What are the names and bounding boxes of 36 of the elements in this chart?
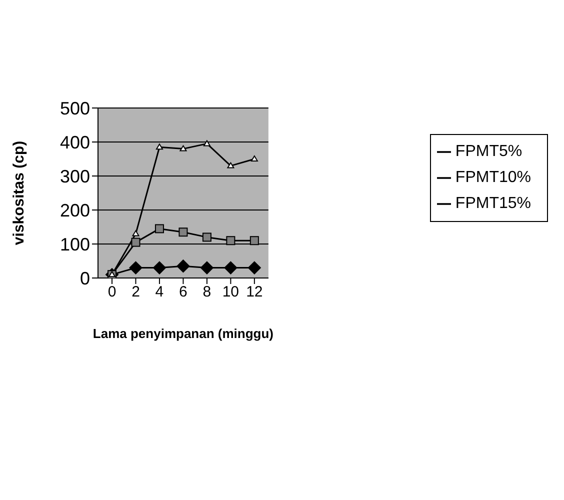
x-tick-label: 2 <box>132 284 140 301</box>
point <box>226 236 236 246</box>
point <box>227 162 234 168</box>
y-tick-label: 200 <box>60 200 90 220</box>
point <box>131 238 140 247</box>
legend-label: FPMT5% <box>455 143 522 160</box>
y-tick-label: 400 <box>60 132 90 152</box>
legend-label: FPMT15% <box>455 195 531 212</box>
point <box>224 261 238 274</box>
point <box>178 228 188 237</box>
point <box>250 156 258 162</box>
x-tick-label: 0 <box>108 284 116 301</box>
point <box>152 261 166 274</box>
legend-label: FPMT10% <box>455 169 531 186</box>
point <box>250 236 259 246</box>
y-tick-label: 0 <box>80 268 90 288</box>
point <box>129 261 142 274</box>
point <box>180 145 187 152</box>
y-tick-label: 100 <box>60 234 90 254</box>
x-tick-label: 10 <box>222 284 240 301</box>
point <box>248 261 261 274</box>
x-tick-label: 4 <box>155 284 164 301</box>
x-tick-label: 12 <box>246 284 263 301</box>
x-axis-title: Lama penyimpanan (minggu) <box>92 326 274 341</box>
x-tick-label: 8 <box>202 284 212 301</box>
y-axis-title: viskositas (cp) <box>10 140 28 246</box>
point <box>202 232 212 242</box>
point <box>154 224 164 234</box>
point <box>156 144 163 150</box>
point <box>200 261 214 274</box>
y-tick-label: 300 <box>60 166 90 186</box>
x-tick-label: 6 <box>179 284 188 301</box>
y-tick-label: 500 <box>60 98 90 118</box>
point <box>203 140 210 146</box>
point <box>176 260 190 273</box>
point <box>132 230 140 236</box>
